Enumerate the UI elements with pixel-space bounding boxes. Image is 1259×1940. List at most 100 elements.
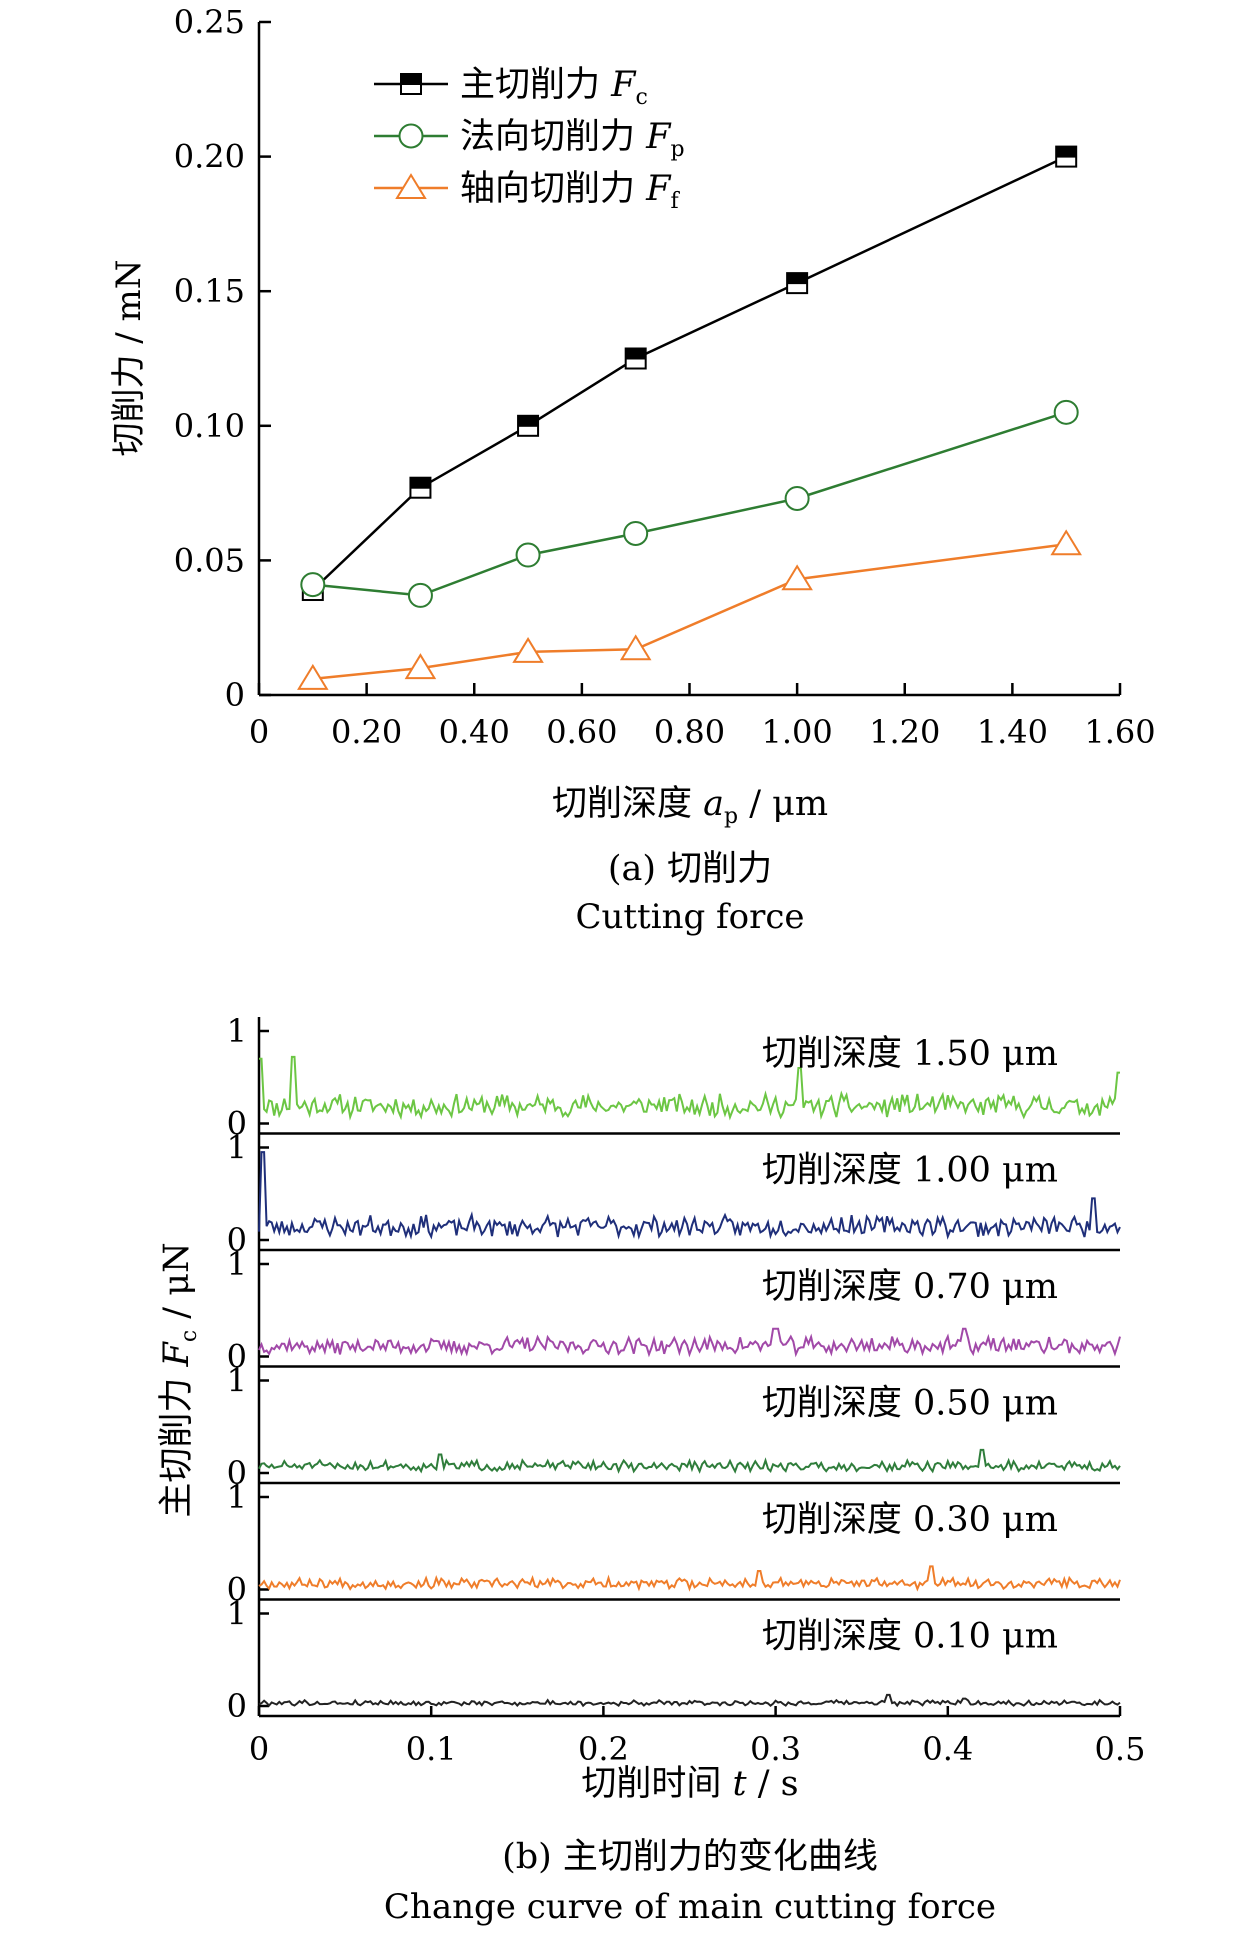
legend-label-2: 轴向切削力 Ff: [460, 169, 680, 214]
marker-square-fill: [1056, 146, 1077, 158]
chart-a-y-tick-label: 0: [225, 676, 245, 714]
chart-b-panel-y-tick-label: 1: [227, 1595, 247, 1633]
chart-a-x-ticks: 0 0.20 0.40 0.60 0.80 1.00 1.20 1.40 1.60: [249, 683, 1156, 751]
chart-b-panel-y-tick-label: 0: [227, 1454, 247, 1492]
chart-a-x-tick-label: 0.80: [654, 713, 725, 751]
chart-a-caption-zh: (a) 切削力: [608, 849, 772, 889]
legend-marker-2: [395, 173, 427, 199]
chart-b-x-tick-label: 0.2: [578, 1730, 629, 1768]
chart-a-x-tick-label: 1.40: [977, 713, 1048, 751]
chart-a-point-0-2: [517, 414, 540, 437]
chart-b-signal-0: [259, 1055, 1120, 1121]
chart-a-y-tick-label: 0.20: [174, 138, 245, 176]
chart-a-legend: 主切削力 Fc 法向切削力 Fp 轴向切削力 Ff: [374, 65, 685, 214]
marker-square-fill: [410, 477, 431, 489]
chart-a-point-1-4: [784, 485, 810, 511]
chart-b-x-tick-label: 0.1: [406, 1730, 457, 1768]
chart-b-panel-y-tick-label: 0: [227, 1221, 247, 1259]
chart-b-signal-5: [258, 1693, 1121, 1708]
chart-a-y-ticks: 0 0.05 0.10 0.15 0.20 0.25: [174, 3, 271, 714]
chart-a-point-1-3: [623, 520, 649, 546]
chart-b-x-tick-label: 0.4: [922, 1730, 973, 1768]
chart-a-x-tick-label: 0: [249, 713, 269, 751]
chart-b-panel-y-tick-label: 1: [227, 1478, 247, 1516]
chart-b-panel-3: 0 1 切削深度 0.50 μm: [227, 1362, 1121, 1492]
chart-a-point-2-3: [619, 634, 652, 661]
chart-a-x-label: 切削深度 ap / μm: [552, 784, 828, 829]
chart-a-y-tick-label: 0.15: [174, 272, 245, 310]
chart-b-x-tick-label: 0.3: [750, 1730, 801, 1768]
chart-b-panel-2: 0 1 切削深度 0.70 μm: [227, 1245, 1121, 1376]
chart-a-series-line-0: [311, 155, 1067, 591]
marker-square-fill: [401, 74, 421, 85]
chart-a-series-line-2: [312, 543, 1067, 681]
chart-a-x-tick-label: 0.60: [546, 713, 617, 751]
marker-square-fill: [787, 273, 808, 285]
chart-b-signal-1: [258, 1151, 1121, 1240]
chart-b-panel-y-tick-label: 0: [227, 1338, 247, 1376]
chart-b-x-ticks: 0 0.1 0.2 0.3 0.4 0.5: [249, 1706, 1146, 1768]
marker-square-fill: [518, 415, 539, 427]
chart-b-x-tick-label: 0.5: [1095, 1730, 1146, 1768]
chart-b-panel-y-tick-label: 0: [227, 1571, 247, 1609]
chart-b-panel-label-2: 切削深度 0.70 μm: [762, 1267, 1058, 1307]
chart-b-signal-2: [258, 1327, 1121, 1358]
chart-a-y-tick-label: 0.10: [174, 407, 245, 445]
chart-b-panel-5: 0 1 切削深度 0.10 μm: [227, 1595, 1121, 1725]
chart-a-point-1-2: [515, 542, 541, 568]
chart-b-signal-3: [258, 1448, 1121, 1474]
chart-a-y-label: 切削力 / mN: [109, 259, 149, 456]
chart-a-y-tick-label: 0.25: [174, 3, 245, 41]
chart-b-panel-y-tick-label: 1: [227, 1362, 247, 1400]
chart-a-x-tick-label: 1.00: [762, 713, 833, 751]
chart-a-point-2-0: [297, 663, 329, 690]
chart-a-point-2-5: [1050, 529, 1082, 556]
chart-b-caption-en: Change curve of main cutting force: [384, 1887, 996, 1927]
chart-a-point-0-5: [1055, 145, 1078, 168]
chart-b-panel-y-tick-label: 1: [227, 1245, 247, 1283]
marker-square-fill: [625, 348, 646, 360]
chart-b-x-label: 切削时间 t / s: [581, 1764, 798, 1804]
legend-label-0: 主切削力 Fc: [460, 65, 648, 110]
chart-a-x-tick-label: 0.20: [331, 713, 402, 751]
chart-a-x-tick-label: 0.40: [439, 713, 510, 751]
chart-b-y-label: 主切削力 Fc / μN: [157, 1242, 202, 1517]
chart-b-panel-label-4: 切削深度 0.30 μm: [762, 1500, 1058, 1540]
chart-b-panel-y-tick-label: 1: [227, 1012, 247, 1050]
chart-b-panel-y-tick-label: 0: [227, 1105, 247, 1143]
chart-a-point-2-1: [404, 653, 437, 680]
chart-a: 0 0.05 0.10 0.15 0.20 0.25 0 0.20 0.40 0.60 0.80 1…: [109, 3, 1156, 937]
chart-b-panel-label-3: 切削深度 0.50 μm: [762, 1384, 1058, 1424]
chart-a-x-tick-label: 1.20: [869, 713, 940, 751]
chart-b-panel-label-1: 切削深度 1.00 μm: [762, 1151, 1058, 1191]
legend-marker-1: [398, 123, 424, 149]
chart-b-panel-4: 0 1 切削深度 0.30 μm: [227, 1478, 1121, 1609]
chart-a-y-tick-label: 0.05: [174, 541, 245, 579]
chart-a-caption-en: Cutting force: [575, 897, 804, 937]
chart-a-series-line-1: [312, 411, 1067, 597]
chart-a-point-2-4: [781, 564, 813, 591]
chart-b-x-tick-label: 0: [249, 1730, 269, 1768]
chart-a-point-0-4: [786, 272, 809, 295]
chart-a-x-tick-label: 1.60: [1084, 713, 1155, 751]
legend-label-1: 法向切削力 Fp: [460, 117, 685, 162]
chart-b-panel-label-0: 切削深度 1.50 μm: [762, 1034, 1058, 1074]
chart-a-point-0-3: [624, 347, 647, 370]
chart-a-point-2-2: [512, 637, 544, 663]
chart-a-point-0-1: [409, 476, 432, 499]
chart-a-point-1-1: [407, 582, 433, 608]
chart-b-caption-zh: (b) 主切削力的变化曲线: [502, 1837, 878, 1877]
chart-b-panel-y-tick-label: 0: [227, 1687, 247, 1725]
chart-b-panel-0: 0 1 切削深度 1.50 μm: [227, 1012, 1120, 1143]
chart-a-series: [297, 145, 1082, 690]
chart-b-panel-label-5: 切削深度 0.10 μm: [762, 1617, 1058, 1657]
chart-b-panel-1: 0 1 切削深度 1.00 μm: [227, 1129, 1121, 1259]
chart-a-point-1-5: [1053, 399, 1079, 425]
chart-b-panel-y-tick-label: 1: [227, 1129, 247, 1167]
chart-a-point-1-0: [300, 572, 326, 598]
chart-b-signal-4: [258, 1565, 1121, 1592]
legend-marker-0: [400, 73, 422, 95]
